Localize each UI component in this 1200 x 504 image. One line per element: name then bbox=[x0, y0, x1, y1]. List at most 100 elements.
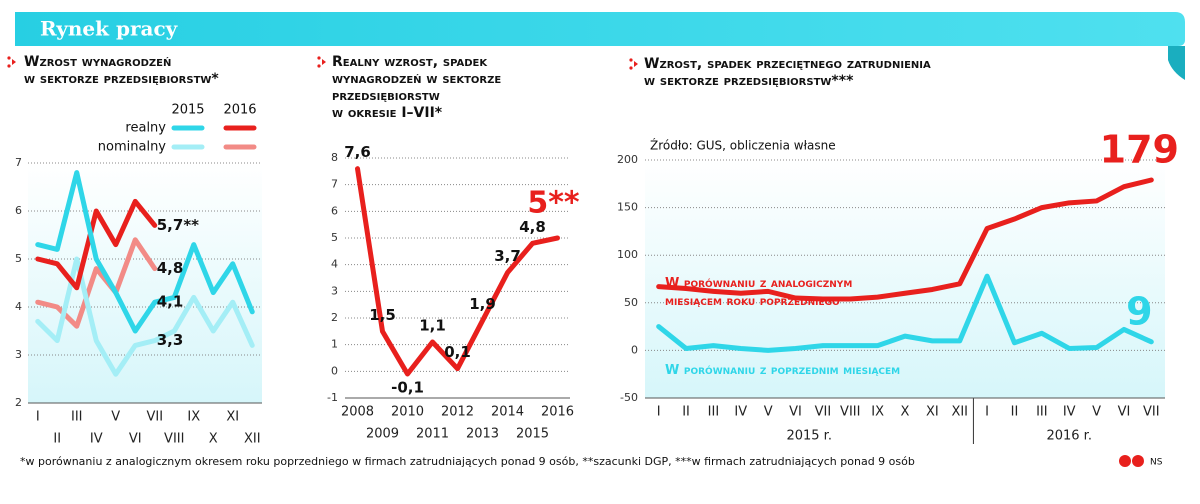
y-tick-label: 1 bbox=[331, 338, 338, 351]
x-tick-label: VIII bbox=[840, 405, 860, 420]
y-tick-label: 5 bbox=[331, 231, 338, 244]
logo bbox=[1119, 455, 1144, 467]
value-label: 4,8 bbox=[519, 218, 546, 236]
x-tick-label: VII bbox=[146, 410, 163, 425]
y-tick-label: 7 bbox=[331, 178, 338, 191]
x-tick-label: IX bbox=[187, 410, 200, 425]
y-tick-label: 3 bbox=[15, 348, 22, 361]
y-tick-label: 7 bbox=[15, 156, 22, 169]
x-tick-label: 2014 bbox=[491, 405, 524, 420]
y-tick-label: 5 bbox=[15, 252, 22, 265]
value-label: -0,1 bbox=[391, 379, 424, 397]
x-tick-label: 2015 bbox=[516, 427, 549, 442]
x-tick-label: 2009 bbox=[366, 427, 399, 442]
y-tick-label: -1 bbox=[327, 391, 338, 404]
group-label: 2015 r. bbox=[786, 429, 832, 444]
x-tick-label: X bbox=[901, 405, 910, 420]
series-line bbox=[355, 166, 560, 377]
chart-title: Wzrost, spadek przeciętnego zatrudnienia bbox=[644, 56, 931, 72]
x-tick-label: III bbox=[1036, 405, 1048, 420]
y-tick-label: 6 bbox=[15, 204, 22, 217]
x-tick-label: X bbox=[209, 432, 218, 447]
x-tick-label: XI bbox=[226, 410, 239, 425]
value-label: 1,1 bbox=[419, 317, 446, 335]
x-tick-label: IX bbox=[871, 405, 884, 420]
x-tick-label: I bbox=[985, 405, 989, 420]
value-label: 1,9 bbox=[469, 295, 496, 313]
x-tick-label: IV bbox=[90, 432, 103, 447]
source: Źródło: GUS, obliczenia własne bbox=[650, 138, 836, 153]
y-tick-label: 3 bbox=[331, 284, 338, 297]
credit: NS bbox=[1150, 458, 1163, 468]
x-tick-label: III bbox=[71, 410, 83, 425]
chart-title: w sektorze przedsiębiorstw*** bbox=[644, 73, 854, 89]
value-label: 3,7 bbox=[494, 247, 521, 265]
x-tick-label: II bbox=[682, 405, 690, 420]
plot-bg bbox=[28, 163, 262, 403]
x-tick-label: VI bbox=[1118, 405, 1131, 420]
y-tick-label: 4 bbox=[331, 258, 338, 271]
chart-title: przedsiębiorstw bbox=[332, 88, 440, 104]
series-label-line: miesiącem roku poprzedniego bbox=[665, 294, 840, 309]
chart-title: Realny wzrost, spadek bbox=[332, 54, 488, 70]
x-tick-label: V bbox=[111, 410, 120, 425]
x-tick-label: XII bbox=[951, 405, 968, 420]
y-tick-label: 150 bbox=[617, 201, 638, 214]
chart-title: Wzrost wynagrodzeń bbox=[24, 54, 171, 70]
x-tick-label: 2011 bbox=[416, 427, 449, 442]
x-tick-label: IV bbox=[1063, 405, 1076, 420]
x-tick-label: VI bbox=[789, 405, 802, 420]
x-tick-label: VIII bbox=[164, 432, 184, 447]
x-tick-label: I bbox=[657, 405, 661, 420]
chart-title: w okresie I–VII* bbox=[332, 105, 443, 121]
series-label: W porównaniu z poprzednim miesiącem bbox=[665, 363, 900, 378]
y-tick-label: 2 bbox=[15, 396, 22, 409]
x-tick-label: 2012 bbox=[441, 405, 474, 420]
bullets bbox=[7, 56, 638, 70]
x-tick-label: XII bbox=[244, 432, 261, 447]
value-label: 5** bbox=[527, 186, 580, 221]
series-line bbox=[35, 256, 255, 377]
series-label: W porównaniu z analogicznym miesiącem ro… bbox=[665, 276, 857, 309]
x-tick-label: VII bbox=[815, 405, 832, 420]
plot-bg bbox=[645, 160, 1165, 398]
value-label: 4,1 bbox=[157, 293, 184, 311]
x-tick-label: VI bbox=[129, 432, 142, 447]
series-line bbox=[656, 177, 1154, 302]
y-tick-label: -50 bbox=[620, 391, 638, 404]
y-tick-label: 0 bbox=[331, 364, 338, 377]
legend-header: 2015 bbox=[171, 103, 204, 118]
y-tick-label: 50 bbox=[624, 296, 638, 309]
chart-title: wynagrodzeń w sektorze bbox=[332, 71, 501, 87]
x-tick-label: XI bbox=[926, 405, 939, 420]
x-tick-label: IV bbox=[734, 405, 747, 420]
value-label: 0,1 bbox=[444, 343, 471, 361]
series-line bbox=[35, 198, 158, 291]
legend-header: 2016 bbox=[223, 103, 256, 118]
end-label: 9 bbox=[1126, 289, 1152, 333]
end-label: 179 bbox=[1100, 127, 1179, 171]
x-tick-label: I bbox=[36, 410, 40, 425]
value-label: 7,6 bbox=[344, 143, 371, 161]
value-label: 1,5 bbox=[369, 306, 396, 324]
x-tick-label: II bbox=[1011, 405, 1019, 420]
y-tick-label: 2 bbox=[331, 311, 338, 324]
x-tick-label: V bbox=[1092, 405, 1101, 420]
x-tick-label: 2010 bbox=[391, 405, 424, 420]
y-tick-label: 6 bbox=[331, 204, 338, 217]
x-tick-label: 2008 bbox=[341, 405, 374, 420]
value-label: 5,7** bbox=[157, 216, 199, 234]
x-tick-label: V bbox=[764, 405, 773, 420]
series-line bbox=[656, 273, 1154, 353]
legend-label: realny bbox=[125, 121, 166, 136]
y-tick-label: 0 bbox=[631, 343, 638, 356]
x-tick-label: VII bbox=[1143, 405, 1160, 420]
x-tick-label: II bbox=[53, 432, 61, 447]
header-bar bbox=[15, 12, 1185, 46]
header-fold bbox=[1168, 46, 1185, 80]
x-tick-label: 2016 bbox=[541, 405, 574, 420]
group-label: 2016 r. bbox=[1046, 429, 1092, 444]
value-label: 4,8 bbox=[157, 259, 184, 277]
series-label-line: W porównaniu z analogicznym bbox=[665, 276, 857, 291]
